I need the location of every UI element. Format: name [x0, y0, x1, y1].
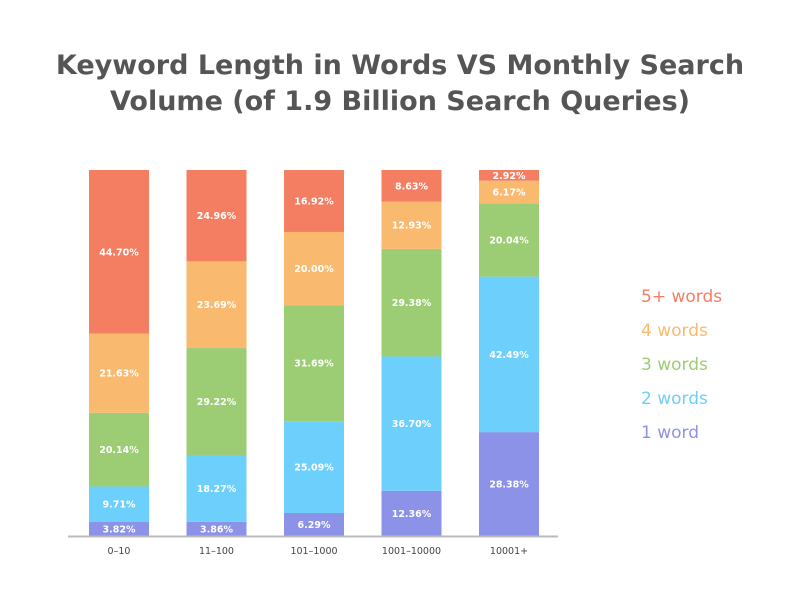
data-label: 3.82% — [103, 525, 136, 536]
legend-item: 4 words — [641, 321, 708, 341]
data-label: 31.69% — [294, 359, 334, 370]
bar-segment-5-cat-4 — [381, 170, 442, 202]
data-label: 28.38% — [489, 480, 529, 491]
data-label: 8.63% — [395, 181, 428, 192]
bar-segment-2-cat-4 — [381, 356, 442, 491]
data-label: 3.86% — [200, 524, 233, 535]
bar-segment-3-cat-4 — [381, 248, 442, 357]
data-label: 20.00% — [294, 264, 334, 275]
data-label: 29.38% — [392, 298, 432, 309]
data-label: 12.36% — [392, 509, 432, 520]
bar-segment-4-cat-1 — [89, 333, 149, 413]
bar-segment-4-cat-2 — [186, 261, 247, 349]
bar-segment-1-cat-2 — [186, 521, 247, 536]
bar-segment-1-cat-1 — [89, 522, 149, 536]
legend-item: 1 word — [641, 423, 699, 443]
data-label: 29.22% — [197, 397, 237, 408]
chart-title: Keyword Length in Words VS Monthly Searc… — [0, 48, 800, 120]
data-label: 20.04% — [489, 235, 529, 246]
bar-segment-5-cat-5 — [479, 170, 539, 181]
data-label: 16.92% — [294, 197, 334, 208]
bar-segment-2-cat-3 — [284, 421, 344, 513]
bar-segment-3-cat-2 — [186, 348, 247, 456]
legend-item: 3 words — [641, 355, 708, 375]
legend: 5+ words 4 words 3 words 2 words 1 word — [641, 287, 722, 443]
bar-segment-2-cat-2 — [186, 455, 247, 522]
bar-segment-3-cat-3 — [284, 305, 344, 422]
bar-segment-5-cat-2 — [186, 170, 247, 262]
bar-segment-2-cat-1 — [89, 486, 149, 523]
bar-segment-3-cat-5 — [479, 203, 539, 277]
data-label: 6.29% — [298, 520, 331, 531]
legend-item: 2 words — [641, 389, 708, 409]
data-label: 6.17% — [493, 187, 526, 198]
bars-group: 3.82% 9.71% 20.14% 21.63% 44.70% 3.86% 18.27% 2… — [89, 170, 539, 536]
data-label: 20.14% — [99, 445, 139, 456]
data-label: 25.09% — [294, 463, 334, 474]
data-label: 36.70% — [392, 419, 432, 430]
bar-segment-5-cat-1 — [89, 170, 149, 334]
data-label: 2.92% — [493, 171, 526, 182]
bar-segment-4-cat-4 — [381, 201, 442, 249]
data-label: 44.70% — [99, 247, 139, 258]
chart-title-line-2: Volume (of 1.9 Billion Search Queries) — [109, 86, 691, 117]
bar-segment-4-cat-5 — [479, 180, 539, 204]
x-tick-label: 1001–10000 — [382, 546, 441, 557]
data-label: 12.93% — [392, 221, 432, 232]
bar-segment-5-cat-3 — [284, 170, 344, 232]
x-tick-label: 10001+ — [490, 546, 528, 557]
bar-segment-3-cat-1 — [89, 412, 149, 487]
data-label: 42.49% — [489, 350, 529, 361]
legend-item: 5+ words — [641, 287, 722, 307]
x-axis-labels: 0–10 11–100 101–1000 1001–10000 10001+ — [108, 546, 529, 557]
bar-segment-1-cat-5 — [479, 432, 539, 536]
data-label: 9.71% — [103, 500, 136, 511]
x-tick-label: 0–10 — [108, 546, 131, 557]
bar-segment-1-cat-3 — [284, 512, 344, 536]
bar-segment-1-cat-4 — [381, 490, 442, 536]
bar-segment-4-cat-3 — [284, 231, 344, 306]
data-label: 24.96% — [197, 211, 237, 222]
x-tick-label: 101–1000 — [290, 546, 337, 557]
data-label: 23.69% — [197, 300, 237, 311]
chart-title-line-1: Keyword Length in Words VS Monthly Searc… — [55, 50, 745, 81]
data-label: 21.63% — [99, 369, 139, 380]
x-tick-label: 11–100 — [199, 546, 234, 557]
data-label: 18.27% — [197, 484, 237, 495]
bar-segment-2-cat-5 — [479, 276, 539, 433]
